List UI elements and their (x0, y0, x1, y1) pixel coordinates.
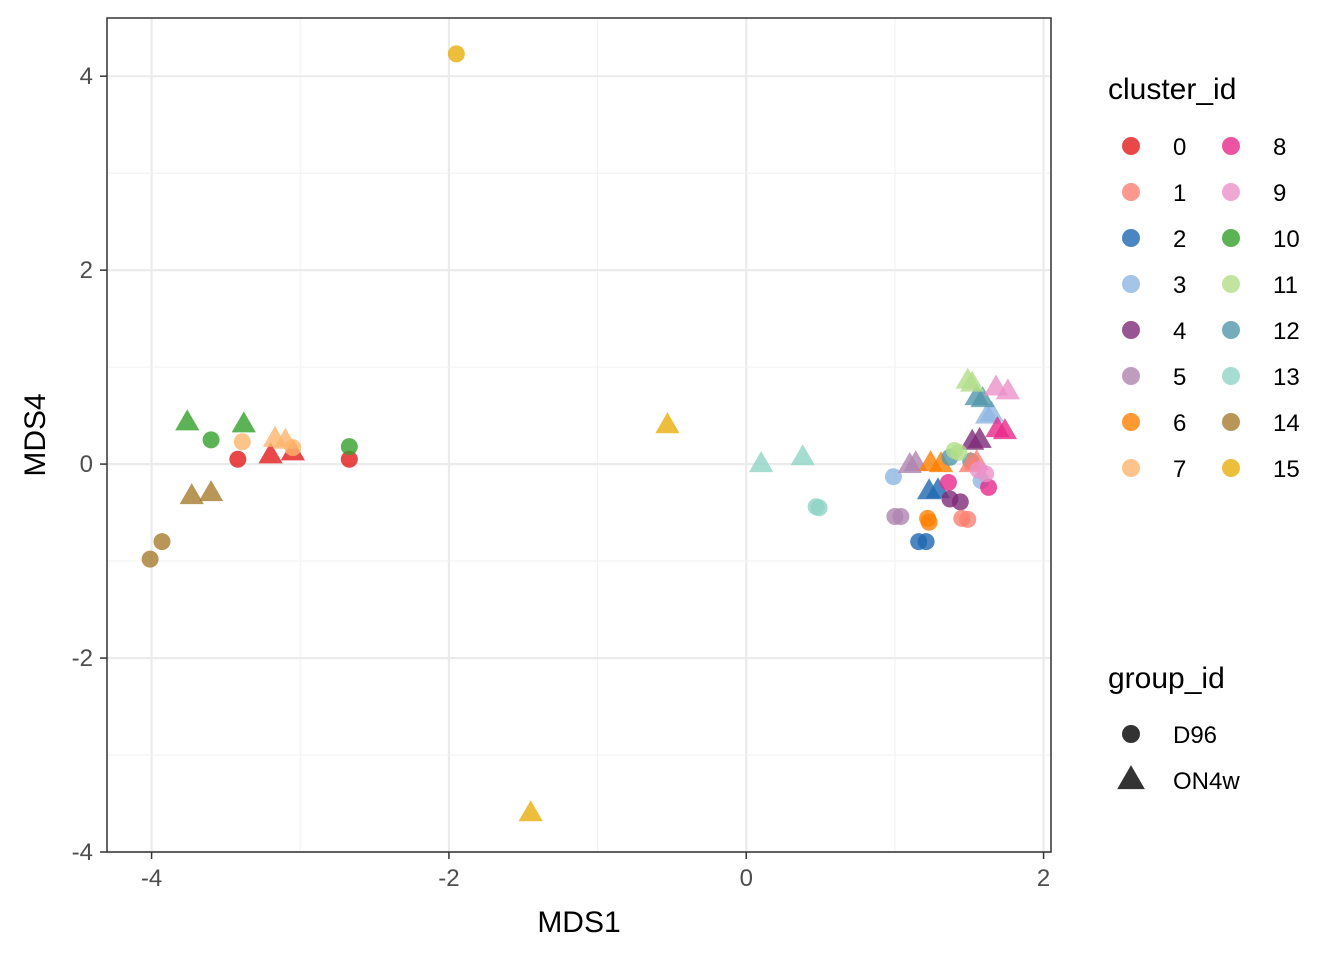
legend-key-cluster-8 (1222, 137, 1240, 155)
legend-key-cluster-6 (1122, 413, 1140, 431)
y-axis-title: MDS4 (19, 393, 52, 476)
point-cluster-0-d96 (340, 450, 358, 468)
legend-label-cluster-10: 10 (1273, 226, 1300, 253)
point-cluster-10-on4w (231, 411, 256, 433)
legend-key-cluster-3 (1122, 275, 1140, 293)
point-cluster-6-on4w (928, 451, 954, 473)
legend-label-cluster-1: 1 (1173, 180, 1186, 207)
point-cluster-5-d96 (892, 507, 910, 525)
legend-key-cluster-5 (1122, 367, 1140, 385)
point-cluster-8-on4w (992, 418, 1018, 440)
point-cluster-8-d96 (939, 474, 957, 492)
point-cluster-11-on4w (960, 370, 985, 392)
legend-key-cluster-12 (1222, 321, 1240, 339)
legend-key-cluster-9 (1222, 183, 1240, 201)
legend-label-cluster-13: 13 (1273, 364, 1300, 391)
point-cluster-14-d96 (153, 533, 171, 551)
legend-label-cluster-8: 8 (1273, 134, 1286, 161)
point-cluster-7-d96 (233, 433, 251, 451)
point-cluster-10-on4w (175, 409, 200, 431)
point-cluster-9-on4w (995, 378, 1021, 400)
legend-key-cluster-13 (1222, 367, 1240, 385)
point-cluster-11-d96 (950, 443, 968, 461)
point-cluster-1-d96 (959, 510, 977, 528)
point-cluster-0-on4w (258, 442, 283, 464)
legend-label-cluster-3: 3 (1173, 272, 1186, 299)
y-tick-label: 4 (80, 63, 93, 90)
shape-legend-title: group_id (1108, 662, 1225, 695)
point-cluster-15-on4w (518, 800, 543, 822)
panel-border (106, 17, 1052, 853)
legend-label-cluster-14: 14 (1273, 410, 1300, 437)
legend-key-cluster-0 (1122, 137, 1140, 155)
point-cluster-13-d96 (810, 499, 828, 517)
legend-label-cluster-9: 9 (1273, 180, 1286, 207)
color-legend-title: cluster_id (1108, 73, 1236, 106)
point-cluster-13-on4w (790, 444, 815, 466)
y-tick-label: 0 (80, 451, 93, 478)
axes: -4 -2 0 2 -4 -2 0 2 4 (72, 63, 1051, 892)
point-cluster-13-on4w (748, 451, 774, 473)
point-cluster-7-on4w (273, 427, 298, 449)
x-tick-label: -4 (141, 865, 162, 892)
x-tick-label: 2 (1037, 865, 1050, 892)
y-tick-label: 2 (80, 257, 93, 284)
point-cluster-4-d96 (951, 493, 969, 511)
point-cluster-15-d96 (447, 45, 465, 63)
point-cluster-14-on4w (179, 483, 204, 505)
legend-label-on4w: ON4w (1173, 768, 1240, 795)
point-cluster-9-d96 (977, 465, 995, 483)
point-cluster-10-d96 (340, 438, 358, 456)
legend-key-cluster-10 (1222, 229, 1240, 247)
legend-label-cluster-11: 11 (1273, 272, 1298, 299)
legend-key-cluster-7 (1122, 459, 1140, 477)
point-cluster-12-on4w (970, 386, 995, 408)
data-points (141, 45, 1021, 822)
legend-key-cluster-2 (1122, 229, 1140, 247)
legend-key-cluster-15 (1222, 459, 1240, 477)
point-cluster-8-d96 (980, 478, 998, 496)
point-cluster-6-d96 (920, 513, 938, 531)
legend-label-d96: D96 (1173, 722, 1217, 749)
legend-key-d96 (1122, 725, 1140, 743)
x-tick-label: 0 (740, 865, 753, 892)
y-tick-label: -2 (72, 645, 93, 672)
point-cluster-3-d96 (884, 468, 902, 486)
legend-key-cluster-11 (1222, 275, 1240, 293)
legend-key-on4w (1117, 765, 1145, 790)
x-axis-title: MDS1 (537, 906, 620, 939)
point-cluster-15-on4w (655, 412, 680, 434)
point-cluster-10-d96 (202, 431, 220, 449)
legend-label-cluster-0: 0 (1173, 134, 1186, 161)
point-cluster-14-on4w (198, 480, 224, 502)
point-cluster-4-on4w (967, 426, 992, 448)
legend-label-cluster-12: 12 (1273, 318, 1300, 345)
point-cluster-2-d96 (917, 533, 935, 551)
legend-label-cluster-7: 7 (1173, 456, 1186, 483)
point-cluster-14-d96 (141, 550, 159, 568)
x-tick-label: -2 (438, 865, 459, 892)
legend-key-cluster-4 (1122, 321, 1140, 339)
legend-key-cluster-14 (1222, 413, 1240, 431)
legend-label-cluster-2: 2 (1173, 226, 1186, 253)
point-cluster-0-d96 (229, 450, 247, 468)
legend-label-cluster-6: 6 (1173, 410, 1186, 437)
legend-key-cluster-1 (1122, 183, 1140, 201)
y-tick-label: -4 (72, 839, 93, 866)
legend-label-cluster-4: 4 (1173, 318, 1186, 345)
legend-label-cluster-15: 15 (1273, 456, 1300, 483)
shape-legend-items: D96 ON4w (1117, 722, 1240, 795)
grid-lines (107, 18, 1051, 854)
point-cluster-3-on4w (974, 402, 1000, 424)
legend-label-cluster-5: 5 (1173, 364, 1186, 391)
